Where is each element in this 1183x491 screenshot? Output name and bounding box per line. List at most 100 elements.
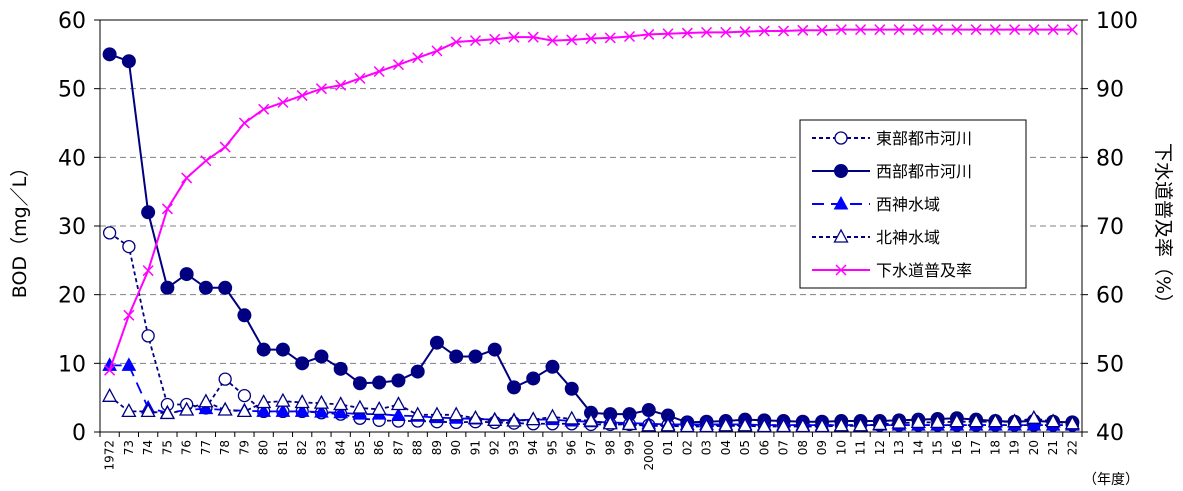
right-tick-label: 100 xyxy=(1096,9,1138,34)
point xyxy=(122,239,136,254)
point xyxy=(758,25,770,37)
point xyxy=(140,403,156,418)
point xyxy=(662,28,674,40)
point xyxy=(217,401,233,416)
point xyxy=(564,381,579,396)
x-tick-label: 09 xyxy=(815,440,829,455)
point xyxy=(218,280,233,295)
x-tick-label: 21 xyxy=(1046,440,1060,455)
x-tick-label: 2000 xyxy=(642,440,656,471)
point xyxy=(315,83,327,95)
point xyxy=(256,403,272,417)
point xyxy=(314,404,329,418)
point xyxy=(910,414,926,429)
point xyxy=(159,405,175,420)
x-tick-label: 85 xyxy=(353,440,367,455)
x-tick-label: 96 xyxy=(565,440,579,455)
x-tick-label: 13 xyxy=(892,440,906,455)
x-axis-ticks: 1972 73 74 75 76 77 78 79 80 81 82 83 84 85 86 87 88 89 90… xyxy=(99,432,1083,471)
point xyxy=(468,349,483,364)
point xyxy=(756,418,772,433)
point xyxy=(852,417,869,432)
point xyxy=(660,417,676,432)
point xyxy=(989,24,1001,36)
point xyxy=(526,371,541,386)
point xyxy=(681,27,693,39)
x-tick-label: 84 xyxy=(334,440,348,455)
left-tick-label: 40 xyxy=(58,146,86,171)
point xyxy=(314,349,329,364)
point xyxy=(506,412,522,427)
x-tick-label: 06 xyxy=(757,440,771,455)
point xyxy=(814,418,830,433)
x-tick-label: 86 xyxy=(372,440,386,455)
point xyxy=(141,329,155,343)
point xyxy=(623,30,636,43)
point xyxy=(737,417,753,432)
point xyxy=(968,413,984,428)
point xyxy=(797,24,809,36)
point xyxy=(1007,413,1023,428)
x-tick-label: 95 xyxy=(545,440,559,455)
x-tick-label: 14 xyxy=(911,440,925,455)
point xyxy=(970,24,982,36)
x-tick-label: 05 xyxy=(738,440,752,455)
point xyxy=(371,400,387,415)
point xyxy=(643,28,655,40)
x-tick-label: 78 xyxy=(218,440,232,455)
point xyxy=(527,31,539,43)
point xyxy=(602,415,618,430)
point xyxy=(275,403,291,417)
point xyxy=(354,72,366,84)
x-tick-label: 03 xyxy=(700,440,714,455)
x-tick-label: 77 xyxy=(199,440,213,455)
x-tick-label: 99 xyxy=(623,440,637,455)
x-tick-label: 79 xyxy=(237,440,251,455)
point xyxy=(258,103,270,115)
point xyxy=(506,380,521,395)
right-axis-ticks: 40 50 60 70 80 90 100 xyxy=(1082,9,1138,446)
point xyxy=(141,205,156,220)
point xyxy=(448,406,464,421)
left-tick-label: 50 xyxy=(58,78,86,103)
point xyxy=(449,349,464,364)
point xyxy=(429,406,445,421)
point xyxy=(219,141,231,153)
point xyxy=(277,96,289,108)
point xyxy=(874,24,886,36)
point xyxy=(102,226,117,240)
point xyxy=(834,131,848,145)
left-tick-label: 0 xyxy=(72,421,86,446)
point xyxy=(469,35,482,47)
point xyxy=(641,403,656,418)
point xyxy=(412,52,424,64)
point xyxy=(236,403,253,418)
x-tick-label: 1972 xyxy=(103,440,117,471)
point xyxy=(121,403,137,418)
right-tick-label: 60 xyxy=(1096,284,1124,309)
right-axis-title: 下水道普及率（%） xyxy=(1152,143,1174,313)
point xyxy=(929,414,946,429)
point xyxy=(238,117,250,129)
x-tick-label: 73 xyxy=(122,440,136,455)
series-line xyxy=(109,395,1073,428)
point xyxy=(585,33,597,45)
point xyxy=(1026,417,1042,431)
x-tick-label: 88 xyxy=(411,440,425,455)
point xyxy=(275,392,291,407)
point xyxy=(391,373,406,388)
point xyxy=(142,265,154,277)
point xyxy=(720,26,732,38)
point xyxy=(429,335,444,350)
x-tick-label: 08 xyxy=(796,440,810,455)
point xyxy=(198,393,214,408)
point xyxy=(410,364,425,379)
point xyxy=(833,195,849,210)
point xyxy=(487,411,503,426)
x-tick-label: 15 xyxy=(931,440,945,455)
point xyxy=(489,33,501,45)
point xyxy=(181,172,193,184)
point xyxy=(525,411,541,426)
right-tick-label: 90 xyxy=(1096,78,1124,103)
x-tick-label: 83 xyxy=(314,440,328,455)
